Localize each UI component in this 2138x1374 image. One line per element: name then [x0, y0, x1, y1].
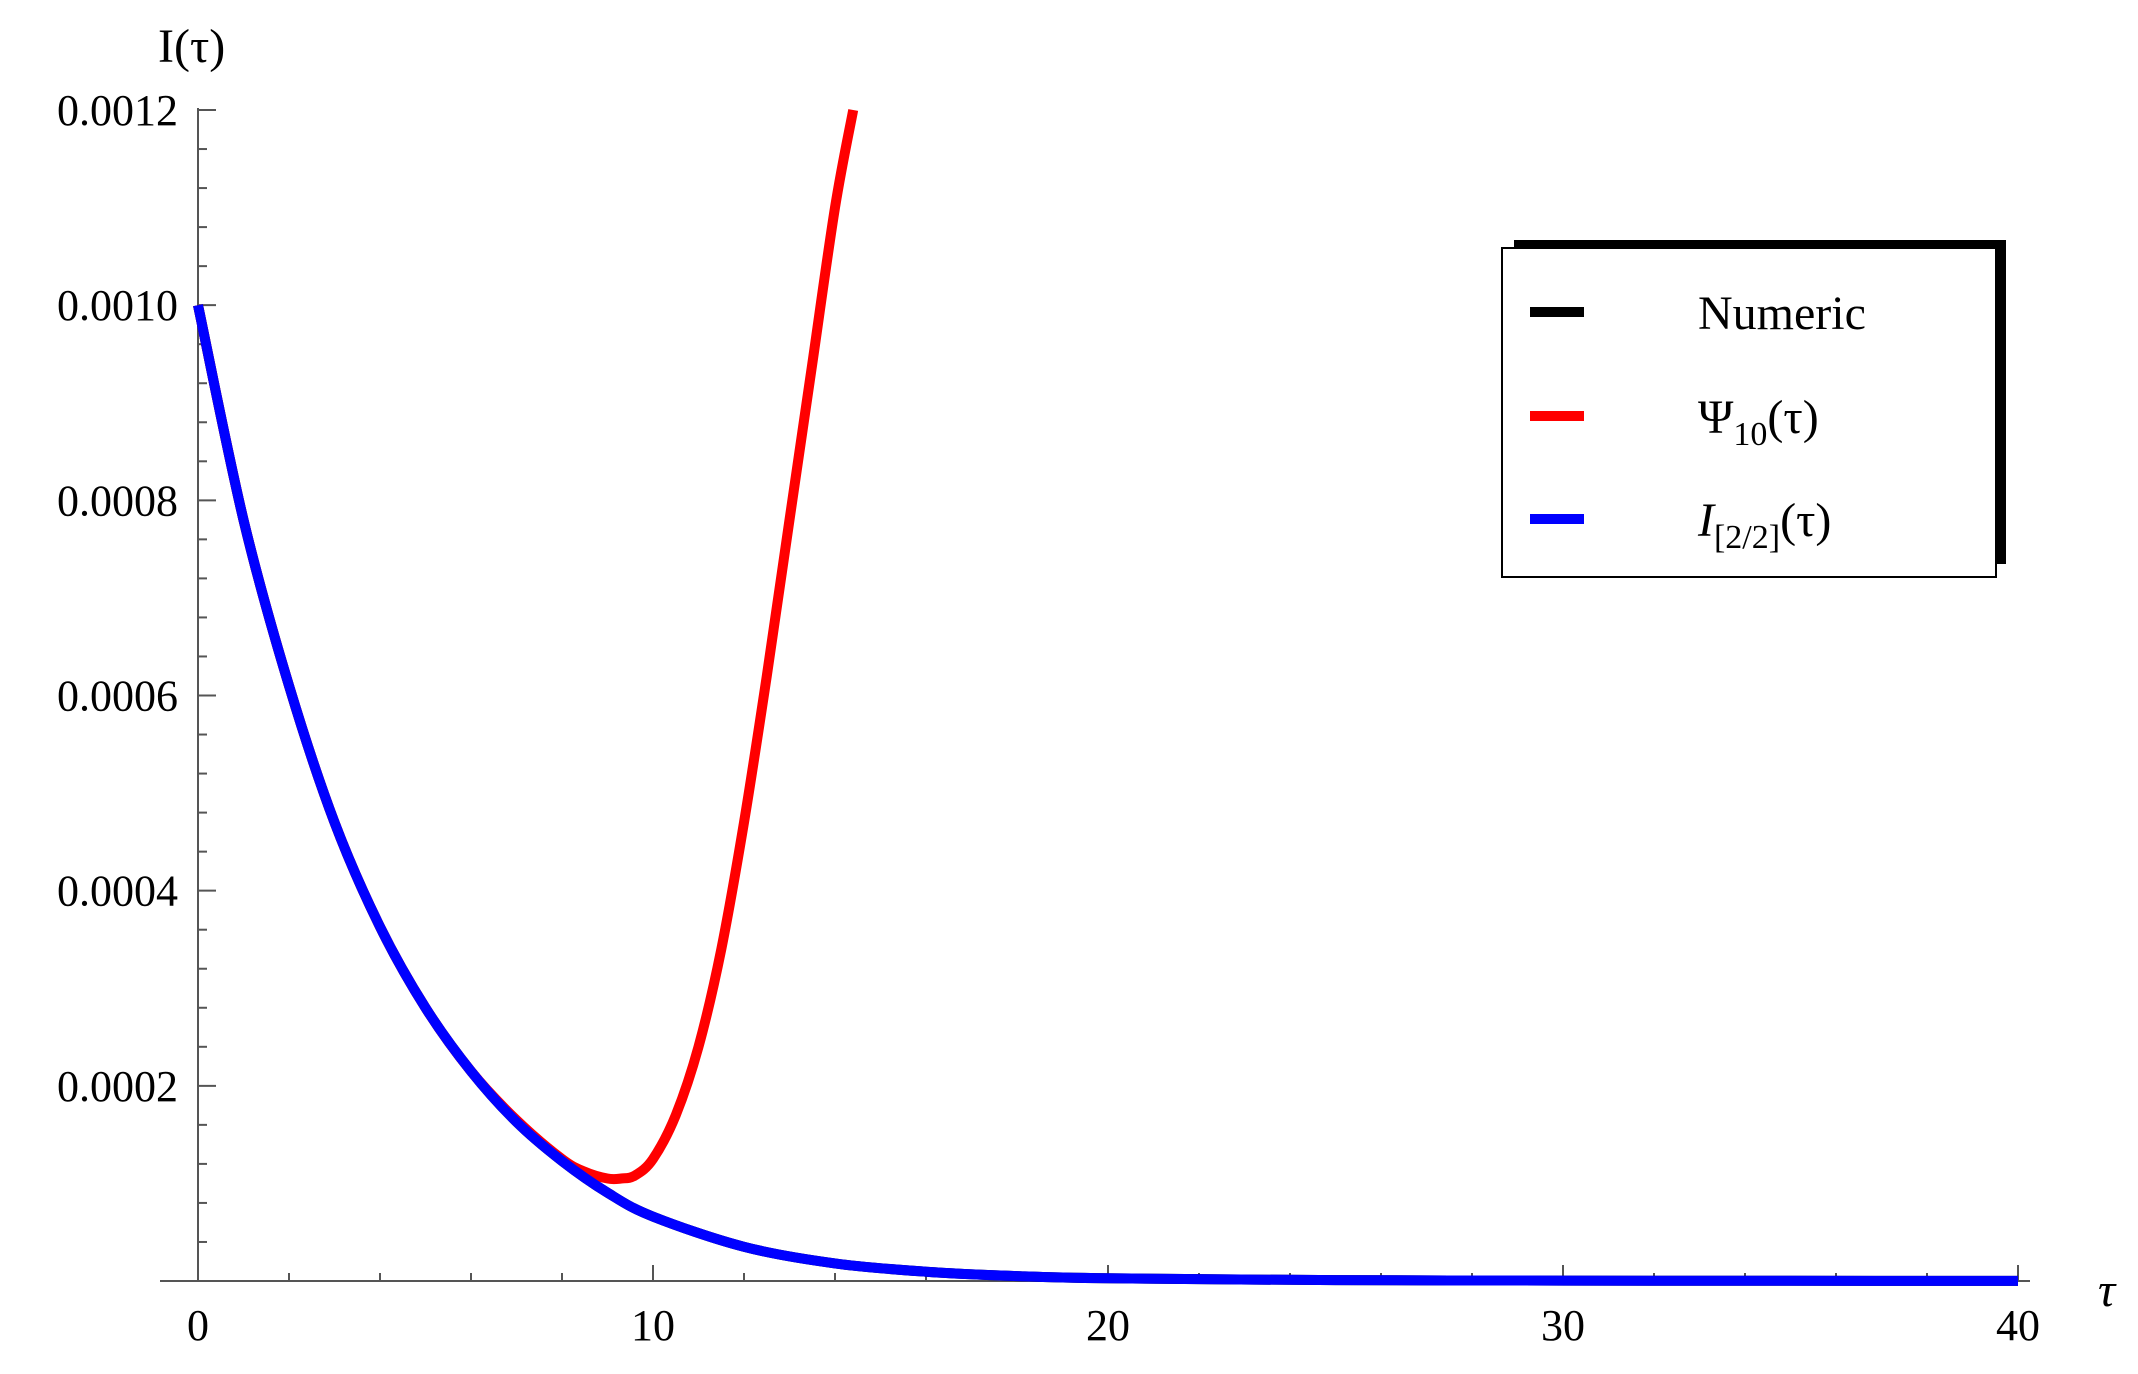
series-layer — [193, 109, 2019, 1286]
y-tick-label: 0.0012 — [57, 86, 178, 135]
legend: Numeric Ψ10(τ) I[2/2](τ) — [1501, 240, 2006, 578]
x-tick-label: 10 — [631, 1301, 675, 1350]
y-axis-title-text: I(τ) — [158, 20, 225, 73]
legend-label-pade: I[2/2](τ) — [1697, 494, 1831, 556]
series-psi10-line — [193, 109, 859, 1185]
series-pade-line — [193, 304, 2019, 1286]
legend-items: Numeric Ψ10(τ) I[2/2](τ) — [1530, 287, 1866, 556]
legend-box — [1501, 247, 1997, 578]
y-tick-label: 0.0010 — [57, 281, 178, 330]
y-axis-title: I(τ) — [158, 20, 225, 73]
y-tick-label: 0.0004 — [57, 867, 178, 916]
x-tick-label: 40 — [1996, 1301, 2040, 1350]
y-tick-label: 0.0008 — [57, 476, 178, 525]
x-tick-label: 0 — [187, 1301, 209, 1350]
x-axis-title: τ — [2098, 1264, 2117, 1317]
legend-label-psi10: Ψ10(τ) — [1698, 391, 1819, 453]
legend-label-numeric: Numeric — [1698, 287, 1866, 340]
y-tick-label: 0.0006 — [57, 672, 178, 721]
x-tick-label: 30 — [1541, 1301, 1585, 1350]
axes: 0 10 20 30 40 0.0002 0.0004 0.0006 0.0008 0.0010 0… — [57, 86, 2040, 1350]
x-tick-label: 20 — [1086, 1301, 1130, 1350]
y-tick-label: 0.0002 — [57, 1062, 178, 1111]
